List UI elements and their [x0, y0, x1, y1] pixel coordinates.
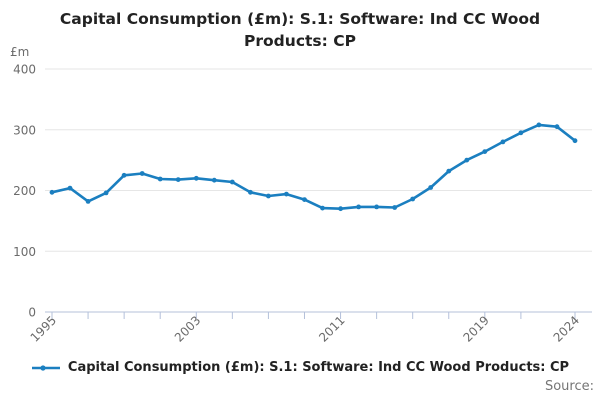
- y-tick-label-300: 300: [13, 123, 36, 137]
- data-point-2014[interactable]: [392, 205, 398, 210]
- x-tick-label-2003: 2003: [172, 313, 203, 344]
- series-line-0[interactable]: [50, 123, 577, 210]
- data-point-2023[interactable]: [554, 124, 560, 130]
- y-axis-unit-label: £m: [10, 45, 30, 59]
- data-point-2004[interactable]: [211, 177, 217, 183]
- y-tick-label-100: 100: [13, 245, 36, 259]
- data-point-2018[interactable]: [464, 157, 470, 163]
- data-point-2013[interactable]: [374, 204, 379, 210]
- data-point-2010[interactable]: [320, 205, 325, 211]
- data-point-2015[interactable]: [410, 196, 416, 202]
- data-point-1998[interactable]: [103, 190, 109, 196]
- data-point-2001[interactable]: [157, 176, 163, 182]
- legend[interactable]: Capital Consumption (£m): S.1: Software:…: [0, 360, 600, 375]
- data-point-1996[interactable]: [67, 185, 73, 191]
- data-point-2003[interactable]: [193, 175, 199, 181]
- data-point-2005[interactable]: [229, 179, 235, 185]
- y-tick-label-0: 0: [28, 306, 36, 320]
- data-point-2007[interactable]: [266, 193, 271, 199]
- data-point-2008[interactable]: [284, 191, 289, 197]
- legend-label: Capital Consumption (£m): S.1: Software:…: [67, 360, 570, 375]
- data-point-2022[interactable]: [536, 122, 542, 128]
- chart-title-line2: Products: CP: [244, 32, 356, 50]
- data-point-1995[interactable]: [49, 189, 55, 195]
- data-point-2002[interactable]: [175, 177, 181, 183]
- data-point-2000[interactable]: [139, 171, 145, 176]
- data-point-2012[interactable]: [356, 204, 361, 210]
- chart-title-line1: Capital Consumption (£m): S.1: Software:…: [59, 10, 541, 28]
- chart-title: Capital Consumption (£m): S.1: Software:…: [0, 8, 600, 52]
- data-point-2017[interactable]: [446, 168, 452, 174]
- data-point-2006[interactable]: [248, 189, 253, 195]
- y-tick-label-400: 400: [13, 63, 36, 77]
- data-point-2020[interactable]: [500, 139, 506, 145]
- data-point-2019[interactable]: [482, 149, 488, 155]
- source-label: Source:: [544, 379, 594, 394]
- data-point-2024[interactable]: [572, 138, 578, 144]
- data-point-1997[interactable]: [85, 199, 91, 204]
- data-point-2011[interactable]: [338, 206, 343, 212]
- data-point-2021[interactable]: [518, 130, 524, 136]
- y-tick-label-200: 200: [13, 184, 36, 198]
- data-point-2009[interactable]: [302, 197, 307, 203]
- x-tick-label-2019: 2019: [460, 313, 491, 344]
- legend-line-marker-icon: [31, 364, 60, 371]
- data-point-1999[interactable]: [121, 172, 127, 178]
- x-tick-label-2011: 2011: [316, 313, 347, 344]
- data-point-2016[interactable]: [428, 185, 434, 190]
- x-tick-label-2024: 2024: [551, 313, 582, 344]
